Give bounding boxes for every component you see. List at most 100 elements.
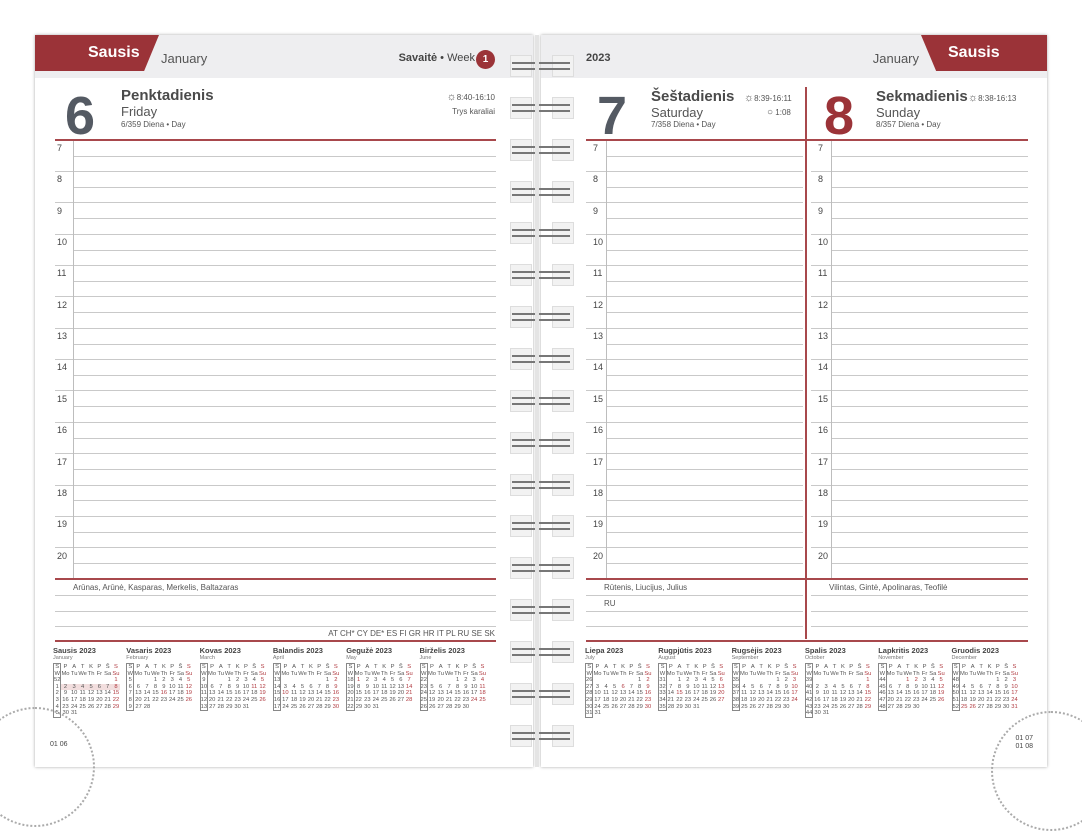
- calendar-day[interactable]: 3: [70, 683, 79, 691]
- calendar-day[interactable]: 26: [185, 696, 193, 703]
- calendar-day[interactable]: 8: [325, 683, 330, 690]
- calendar-day[interactable]: 2: [334, 677, 338, 684]
- calendar-day[interactable]: 18: [960, 696, 968, 703]
- calendar-day[interactable]: 12: [749, 690, 756, 697]
- calendar-day[interactable]: 15: [152, 690, 159, 697]
- calendar-day[interactable]: 22: [994, 696, 1002, 703]
- calendar-day[interactable]: 29: [994, 703, 1002, 710]
- calendar-day[interactable]: 12: [611, 690, 618, 697]
- calendar-day[interactable]: 18: [831, 696, 838, 703]
- calendar-day[interactable]: 18: [290, 696, 298, 703]
- calendar-day[interactable]: 9: [365, 683, 369, 690]
- calendar-day[interactable]: 24: [70, 703, 78, 710]
- calendar-day[interactable]: 1: [455, 677, 460, 684]
- calendar-day[interactable]: 30: [364, 703, 371, 710]
- calendar-day[interactable]: 2: [464, 677, 468, 684]
- calendar-day[interactable]: 7: [317, 683, 321, 690]
- calendar-day[interactable]: 6: [849, 683, 853, 690]
- calendar-day[interactable]: 24: [1011, 696, 1018, 703]
- calendar-day[interactable]: 20: [135, 696, 142, 703]
- calendar-day[interactable]: 7: [768, 683, 772, 690]
- calendar-day[interactable]: 29: [225, 703, 233, 710]
- calendar-day[interactable]: 11: [381, 683, 388, 690]
- calendar-day[interactable]: 20: [96, 696, 103, 703]
- calendar-day[interactable]: 11: [251, 683, 258, 690]
- calendar-day[interactable]: 26: [87, 703, 95, 710]
- calendar-day[interactable]: 5: [939, 677, 943, 684]
- calendar-day[interactable]: 1: [325, 677, 330, 684]
- calendar-day[interactable]: 5: [187, 677, 191, 684]
- calendar-day[interactable]: 27: [848, 703, 855, 710]
- calendar-day[interactable]: 27: [437, 703, 444, 710]
- calendar-day[interactable]: 3: [472, 677, 476, 684]
- calendar-day[interactable]: 13: [887, 690, 894, 697]
- calendar-day[interactable]: 7: [987, 683, 992, 690]
- calendar-day[interactable]: 18: [929, 690, 937, 697]
- calendar-day[interactable]: 18: [251, 690, 258, 697]
- calendar-day[interactable]: 5: [300, 683, 305, 690]
- calendar-day[interactable]: 31: [70, 710, 78, 717]
- calendar-day[interactable]: 2: [60, 683, 71, 691]
- calendar-day[interactable]: 23: [364, 696, 371, 703]
- calendar-day[interactable]: 28: [217, 703, 224, 710]
- calendar-day[interactable]: 31: [242, 703, 250, 710]
- calendar-day[interactable]: 7: [145, 683, 149, 690]
- calendar-day[interactable]: 29: [774, 703, 782, 710]
- calendar-day[interactable]: 29: [904, 703, 912, 710]
- calendar-day[interactable]: 13: [208, 690, 216, 697]
- calendar-day[interactable]: 1: [866, 677, 870, 684]
- calendar-day[interactable]: 4: [292, 683, 296, 690]
- calendar-day[interactable]: 31: [372, 703, 380, 710]
- calendar-day[interactable]: 6: [979, 683, 983, 690]
- calendar-day[interactable]: 25: [381, 696, 388, 703]
- calendar-day[interactable]: 21: [986, 696, 993, 703]
- calendar-day[interactable]: 10: [242, 683, 250, 690]
- calendar-day[interactable]: 6: [399, 677, 403, 684]
- calendar-day[interactable]: 10: [921, 683, 928, 690]
- calendar-day[interactable]: 3: [1012, 677, 1017, 684]
- calendar-day[interactable]: 31: [1011, 703, 1018, 710]
- calendar-day[interactable]: 29: [355, 703, 363, 710]
- calendar-day[interactable]: 29: [864, 703, 872, 710]
- calendar-day[interactable]: 25: [177, 696, 184, 703]
- calendar-day[interactable]: 2: [162, 677, 166, 684]
- calendar-day[interactable]: 1: [996, 677, 1000, 684]
- calendar-day[interactable]: 11: [701, 683, 708, 690]
- calendar-day[interactable]: 27: [96, 703, 103, 710]
- calendar-day[interactable]: 16: [644, 690, 652, 697]
- calendar-day[interactable]: 13: [135, 690, 142, 697]
- calendar-day[interactable]: 27: [397, 696, 405, 703]
- calendar-day[interactable]: 7: [669, 683, 673, 690]
- calendar-day[interactable]: 24: [921, 696, 928, 703]
- calendar-day[interactable]: 11: [741, 690, 748, 697]
- calendar-day[interactable]: 16: [332, 690, 340, 697]
- calendar-day[interactable]: 20: [437, 696, 444, 703]
- month-tab[interactable]: Sausis: [35, 35, 159, 71]
- calendar-day[interactable]: 1: [776, 677, 780, 684]
- calendar-day[interactable]: 22: [324, 696, 331, 703]
- calendar-day[interactable]: 8: [906, 683, 910, 690]
- calendar-day[interactable]: 1: [227, 677, 231, 684]
- calendar-day[interactable]: 26: [937, 696, 945, 703]
- calendar-day[interactable]: 3: [374, 677, 378, 684]
- calendar-day[interactable]: 3: [244, 677, 248, 684]
- calendar-day[interactable]: 24: [791, 696, 798, 703]
- calendar-day[interactable]: 10: [791, 683, 798, 690]
- calendar-day[interactable]: 8: [227, 683, 231, 690]
- calendar-day[interactable]: 21: [628, 696, 635, 703]
- calendar-day[interactable]: 4: [604, 683, 608, 690]
- calendar-day[interactable]: 22: [355, 696, 362, 703]
- calendar-day[interactable]: 5: [612, 683, 617, 690]
- calendar-day[interactable]: 4: [382, 677, 386, 684]
- calendar-day[interactable]: 30: [684, 703, 692, 710]
- calendar-day[interactable]: 3: [824, 683, 828, 690]
- calendar-day[interactable]: 4: [178, 677, 183, 684]
- calendar-day[interactable]: 15: [774, 690, 782, 697]
- calendar-day[interactable]: 24: [470, 696, 478, 703]
- calendar-day[interactable]: 17: [168, 690, 176, 697]
- calendar-day[interactable]: 8: [111, 683, 121, 691]
- calendar-day[interactable]: 17: [921, 690, 928, 697]
- calendar-day[interactable]: 14: [856, 690, 863, 697]
- calendar-day[interactable]: 3: [170, 677, 174, 684]
- calendar-day[interactable]: 24: [168, 696, 176, 703]
